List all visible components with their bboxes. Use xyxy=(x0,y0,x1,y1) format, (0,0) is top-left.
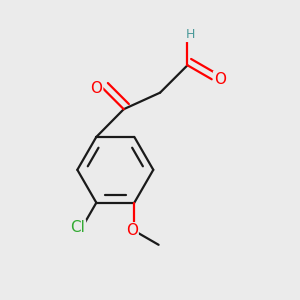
Text: O: O xyxy=(90,81,102,96)
Text: O: O xyxy=(126,223,138,238)
Text: O: O xyxy=(214,72,226,87)
Text: Cl: Cl xyxy=(70,220,85,235)
Text: H: H xyxy=(185,28,195,41)
